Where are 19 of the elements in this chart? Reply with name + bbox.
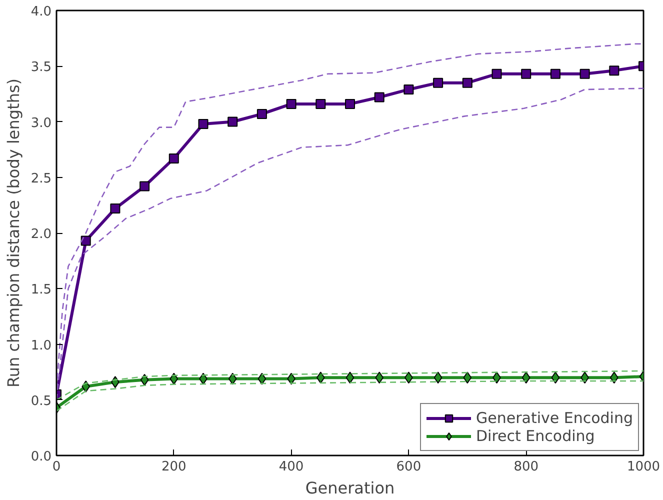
x-tick-label: 600 <box>396 460 422 474</box>
x-axis-title: Generation <box>305 478 395 498</box>
x-tick-label: 0 <box>52 460 61 474</box>
y-tick-label: 3.0 <box>30 116 52 131</box>
x-tick-label: 400 <box>278 460 304 474</box>
legend-label: Direct Encoding <box>476 427 595 445</box>
x-tick-label: 200 <box>161 460 186 474</box>
x-tick-label: 800 <box>514 460 539 474</box>
y-tick-label: 1.5 <box>30 282 52 298</box>
legend-label: Generative Encoding <box>476 409 633 427</box>
y-axis-title: Run champion distance (body lengths) <box>4 78 23 388</box>
y-tick-label: 0.5 <box>30 394 52 409</box>
x-tick-label: 1000 <box>626 460 660 474</box>
y-tick-label: 2.5 <box>30 171 52 186</box>
y-tick-label: 2.0 <box>30 227 52 242</box>
y-tick-label: 0.0 <box>30 450 52 464</box>
y-tick-label: 4.0 <box>30 4 52 20</box>
y-tick-label: 1.0 <box>30 338 52 354</box>
y-tick-label: 3.5 <box>30 60 52 76</box>
